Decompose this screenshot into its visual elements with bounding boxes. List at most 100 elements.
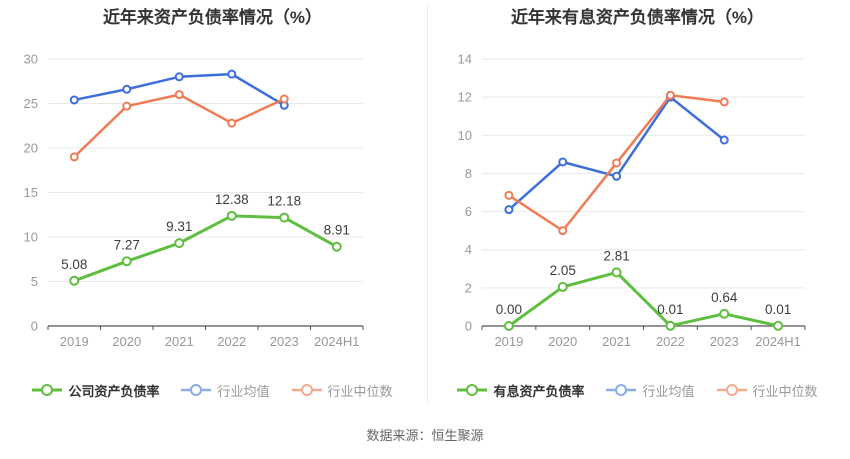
line-marker-icon	[457, 384, 488, 396]
data-point	[504, 190, 514, 200]
data-point	[665, 320, 676, 331]
y-axis-tick-label: 25	[24, 96, 38, 111]
data-point	[719, 135, 729, 145]
y-axis-tick-label: 2	[465, 280, 472, 295]
legend-item-industry-average[interactable]: 行业均值	[606, 381, 695, 400]
legend-ring	[41, 384, 54, 396]
x-axis-tick-label: 2023	[710, 334, 739, 349]
legend-item-industry-average[interactable]: 行业均值	[181, 381, 270, 400]
x-axis-tick-label: 2021	[602, 334, 631, 349]
data-point	[719, 308, 730, 319]
legend-label: 行业均值	[642, 383, 695, 399]
interest-bearing-chart-canvas: 0 2 4 6 8 10 12 14 2019 2020 2021 2022 2023 2024H1 0.0…	[458, 52, 806, 349]
data-point	[121, 256, 132, 267]
y-axis-tick-label: 15	[24, 185, 38, 200]
legend-ring	[615, 384, 628, 396]
value-label: 12.18	[267, 194, 301, 209]
legend-label: 有息资产负债率	[493, 383, 585, 399]
legend-label: 行业中位数	[327, 383, 393, 399]
y-axis-tick-label: 10	[458, 128, 472, 143]
data-point	[279, 212, 290, 223]
line-marker-icon	[32, 384, 63, 396]
y-axis-tick-label: 5	[31, 274, 38, 289]
legend-item-interest-ratio[interactable]: 有息资产负债率	[457, 381, 584, 400]
chart-legend-interest-bearing: 有息资产负债率 行业均值 行业中位数	[425, 381, 850, 399]
legend-ring	[466, 384, 479, 396]
y-axis-tick-label: 30	[24, 52, 38, 67]
y-axis-tick-label: 8	[465, 166, 472, 181]
data-point	[773, 320, 784, 331]
x-axis-tick-label: 2023	[270, 334, 299, 349]
data-point	[226, 210, 237, 221]
legend-label: 行业中位数	[752, 383, 818, 399]
y-axis-tick-label: 4	[465, 242, 472, 257]
data-point	[69, 152, 79, 162]
data-point	[174, 72, 184, 82]
y-axis-tick-label: 0	[465, 319, 472, 334]
x-axis-tick-label: 2024H1	[314, 334, 360, 349]
chart-panel-interest-bearing: 近年来有息资产负债率情况（%） 0 2 4 6 8 10 12 14 2019 2020 2021 2…	[425, 0, 850, 399]
y-axis-tick-label: 0	[31, 319, 38, 334]
legend-label: 行业均值	[217, 383, 270, 399]
data-point	[504, 205, 514, 215]
data-point	[174, 90, 184, 100]
legend-ring	[300, 384, 313, 396]
panel-divider	[427, 6, 428, 402]
data-point	[611, 267, 622, 278]
line-marker-icon	[291, 384, 322, 396]
line-marker-icon	[716, 384, 747, 396]
value-label: 2.81	[603, 248, 629, 263]
chart-title-asset-liability: 近年来资产负债率情况（%）	[102, 8, 323, 27]
data-point	[719, 97, 729, 107]
value-label: 5.08	[61, 257, 87, 272]
value-label: 12.38	[215, 192, 249, 207]
x-axis-tick-label: 2020	[548, 334, 577, 349]
value-label: 0.00	[496, 302, 522, 317]
charts-row: 近年来资产负债率情况（%） 0 5 10 15 20 25 30 2019 2020 2021 20…	[0, 0, 850, 399]
data-point	[612, 158, 622, 168]
data-point	[122, 84, 132, 94]
data-point	[331, 241, 342, 252]
data-point	[227, 69, 237, 79]
legend-item-company-ratio[interactable]: 公司资产负债率	[32, 381, 159, 400]
value-label: 0.64	[711, 290, 738, 305]
value-label: 2.05	[550, 263, 576, 278]
legend-ring	[190, 384, 203, 396]
asset-liability-chart-canvas: 0 5 10 15 20 25 30 2019 2020 2021 2022 2023 2024H1 5.…	[24, 52, 364, 349]
value-label: 0.01	[657, 302, 683, 317]
series-line	[507, 270, 780, 328]
series-line	[507, 95, 726, 211]
chart-legend-asset-liability: 公司资产负债率 行业均值 行业中位数	[0, 381, 425, 399]
x-axis-tick-label: 2021	[165, 334, 194, 349]
y-axis-tick-label: 14	[458, 52, 472, 67]
data-point	[69, 275, 80, 286]
data-point	[612, 171, 622, 181]
x-axis-tick-label: 2019	[494, 334, 523, 349]
value-label: 7.27	[114, 237, 140, 252]
data-point	[69, 95, 79, 105]
x-axis-tick-label: 2020	[112, 334, 141, 349]
series-line	[72, 214, 339, 283]
data-source-note: 数据来源：恒生聚源	[366, 428, 484, 443]
legend-item-industry-median[interactable]: 行业中位数	[291, 381, 393, 400]
x-axis-tick-label: 2022	[656, 334, 685, 349]
chart-panel-asset-liability: 近年来资产负债率情况（%） 0 5 10 15 20 25 30 2019 2020 2021 20…	[0, 0, 425, 399]
legend-item-industry-median[interactable]: 行业中位数	[716, 381, 818, 400]
data-point	[122, 101, 132, 111]
value-label: 0.01	[765, 302, 791, 317]
y-axis-tick-label: 10	[24, 230, 38, 245]
data-point	[279, 94, 289, 104]
data-point	[557, 281, 568, 292]
legend-label: 公司资产负债率	[68, 383, 160, 399]
data-point	[227, 118, 237, 128]
data-point	[503, 321, 514, 331]
x-axis-tick-label: 2019	[60, 334, 89, 349]
y-axis-tick-label: 20	[24, 141, 38, 156]
data-point	[558, 157, 568, 167]
y-axis-tick-label: 6	[465, 204, 472, 219]
x-axis-tick-label: 2024H1	[755, 334, 801, 349]
x-axis-tick-label: 2022	[217, 334, 246, 349]
legend-ring	[725, 384, 738, 396]
y-axis-tick-label: 12	[458, 90, 472, 105]
